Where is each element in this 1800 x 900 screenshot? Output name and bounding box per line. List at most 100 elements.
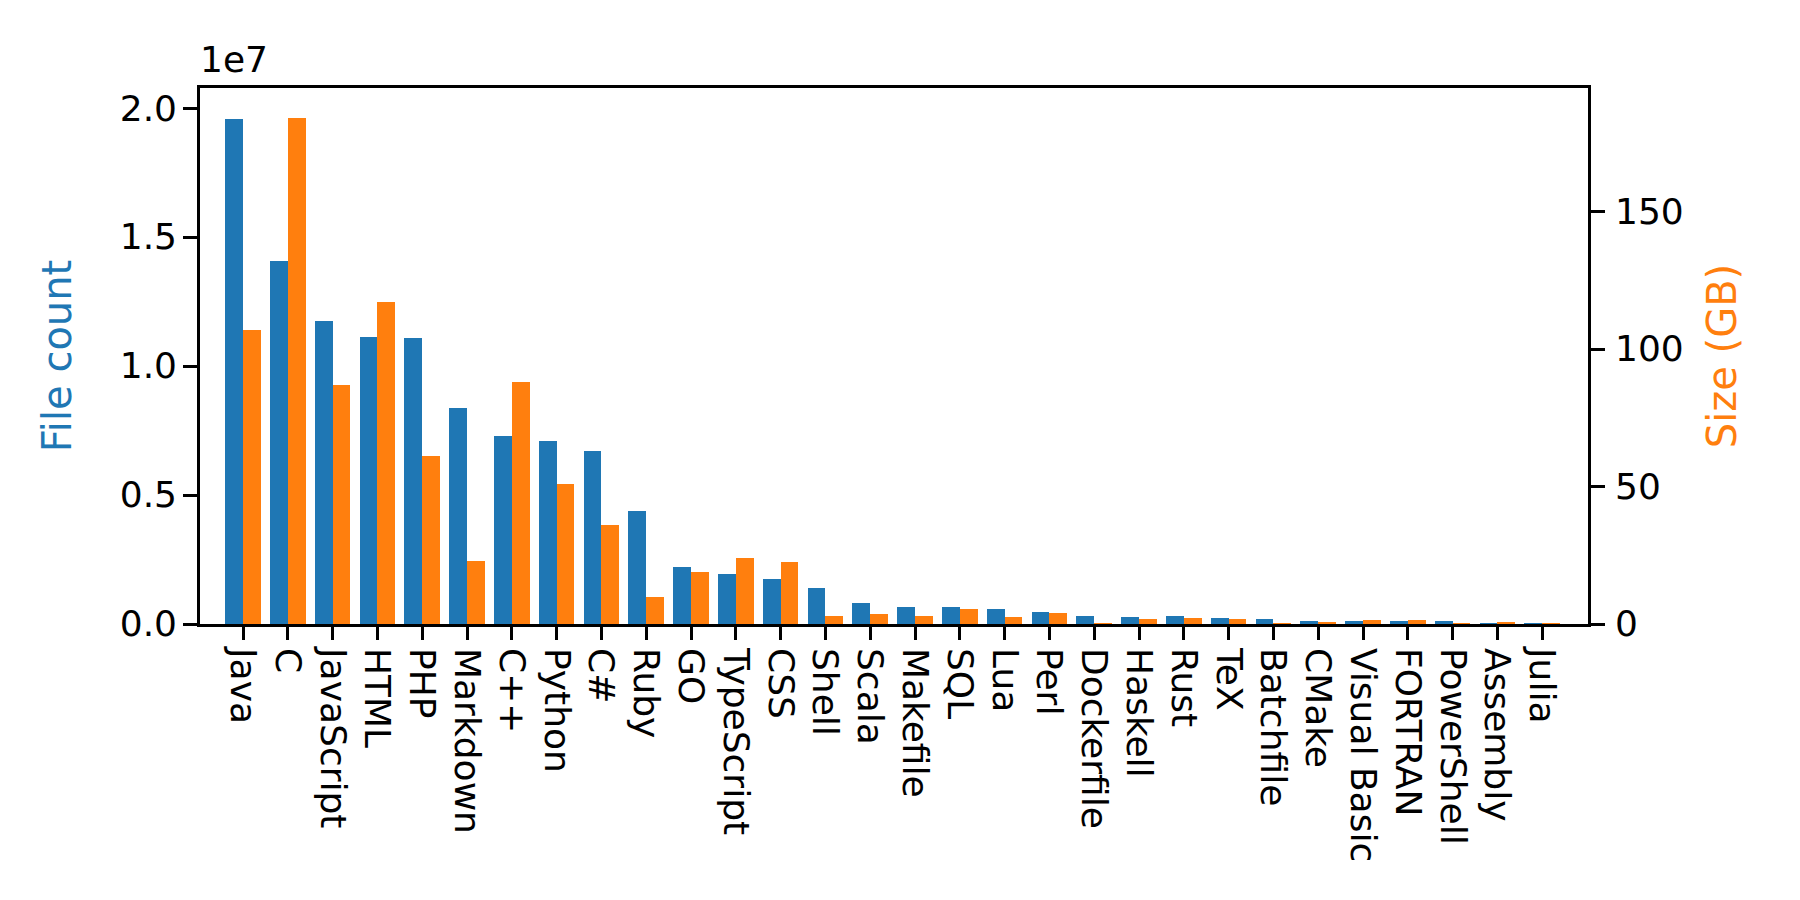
bar-file-count-html — [360, 337, 378, 624]
left-ytick-label-0.0: 0.0 — [120, 606, 177, 642]
xtick-label-sql: SQL — [942, 648, 978, 719]
bar-file-count-cmake — [1300, 621, 1318, 624]
bar-size-gb-batchfile — [1273, 623, 1291, 624]
right-ytick-label-50: 50 — [1615, 469, 1661, 505]
left-axis-label: File count — [37, 260, 77, 453]
left-ytick-1.0 — [183, 365, 197, 368]
right-ytick-label-0: 0 — [1615, 606, 1638, 642]
xtick-label-javascript: JavaScript — [315, 648, 351, 828]
bar-size-gb-powershell — [1453, 623, 1471, 624]
xtick-label-perl: Perl — [1031, 648, 1067, 715]
xtick-label-rust: Rust — [1166, 648, 1202, 727]
bar-size-gb-haskell — [1139, 619, 1157, 624]
bar-size-gb-makefile — [915, 616, 933, 624]
bar-file-count-markdown — [449, 408, 467, 624]
bar-size-gb-html — [377, 302, 395, 624]
bar-file-count-go — [673, 567, 691, 624]
bar-file-count-java — [225, 119, 243, 624]
chart-figure: 1e7 File count Size (GB) 0.00.51.01.52.0… — [0, 0, 1800, 900]
bar-file-count-fortran — [1390, 621, 1408, 624]
xtick-powershell — [1451, 627, 1454, 640]
bar-size-gb-dockerfile — [1094, 623, 1112, 624]
bar-size-gb-tex — [1229, 619, 1247, 624]
bar-file-count-batchfile — [1256, 619, 1274, 624]
bar-size-gb-typescript — [736, 558, 754, 624]
bar-size-gb-lua — [1005, 617, 1023, 624]
bar-size-gb-ruby — [646, 597, 664, 624]
bar-file-count-assembly — [1480, 623, 1498, 624]
xtick-shell — [824, 627, 827, 640]
xtick-batchfile — [1272, 627, 1275, 640]
xtick-c- — [600, 627, 603, 640]
bar-file-count-css — [763, 579, 781, 624]
bar-size-gb-scala — [870, 614, 888, 624]
xtick-label-tex: TeX — [1211, 648, 1247, 711]
bar-file-count-haskell — [1121, 617, 1139, 624]
xtick-dockerfile — [1093, 627, 1096, 640]
xtick-go — [690, 627, 693, 640]
bar-size-gb-markdown — [467, 561, 485, 624]
xtick-lua — [1003, 627, 1006, 640]
bar-file-count-visual-basic — [1345, 621, 1363, 624]
xtick-label-haskell: Haskell — [1121, 648, 1157, 778]
xtick-tex — [1227, 627, 1230, 640]
xtick-label-php: PHP — [404, 648, 440, 719]
bar-size-gb-cmake — [1318, 622, 1336, 624]
xtick-label-visual-basic: Visual Basic — [1345, 648, 1381, 862]
bar-size-gb-c- — [512, 382, 530, 624]
bar-file-count-c- — [494, 436, 512, 624]
bar-size-gb-php — [422, 456, 440, 624]
xtick-label-go: GO — [673, 648, 709, 704]
right-ytick-0 — [1591, 623, 1605, 626]
bar-file-count-makefile — [897, 607, 915, 624]
bar-file-count-tex — [1211, 618, 1229, 624]
xtick-rust — [1182, 627, 1185, 640]
xtick-label-batchfile: Batchfile — [1255, 648, 1291, 806]
bar-file-count-typescript — [718, 574, 736, 624]
bar-file-count-javascript — [315, 321, 333, 624]
bar-size-gb-javascript — [333, 385, 351, 624]
bar-file-count-c — [270, 261, 288, 624]
bar-file-count-php — [404, 338, 422, 624]
xtick-c — [286, 627, 289, 640]
xtick-java — [242, 627, 245, 640]
bar-size-gb-css — [781, 562, 799, 624]
xtick-css — [779, 627, 782, 640]
bar-file-count-rust — [1166, 616, 1184, 624]
bar-file-count-sql — [942, 607, 960, 624]
xtick-sql — [958, 627, 961, 640]
bar-size-gb-sql — [960, 609, 978, 624]
bar-size-gb-rust — [1184, 618, 1202, 624]
xtick-c- — [510, 627, 513, 640]
xtick-label-c-: C# — [583, 648, 619, 703]
xtick-python — [555, 627, 558, 640]
right-axis-label: Size (GB) — [1702, 264, 1742, 448]
left-ytick-label-1.5: 1.5 — [120, 219, 177, 255]
xtick-assembly — [1496, 627, 1499, 640]
right-ytick-150 — [1591, 210, 1605, 213]
bar-size-gb-c- — [601, 525, 619, 624]
xtick-label-dockerfile: Dockerfile — [1076, 648, 1112, 829]
xtick-markdown — [466, 627, 469, 640]
xtick-label-makefile: Makefile — [897, 648, 933, 798]
xtick-label-c-: C++ — [494, 648, 530, 733]
xtick-label-java: Java — [225, 648, 261, 724]
bar-size-gb-c — [288, 118, 306, 624]
xtick-cmake — [1317, 627, 1320, 640]
xtick-label-scala: Scala — [852, 648, 888, 745]
bar-file-count-powershell — [1435, 621, 1453, 624]
xtick-html — [376, 627, 379, 640]
bar-file-count-shell — [808, 588, 826, 624]
right-ytick-label-100: 100 — [1615, 331, 1684, 367]
xtick-scala — [869, 627, 872, 640]
xtick-label-cmake: CMake — [1300, 648, 1336, 768]
xtick-makefile — [914, 627, 917, 640]
xtick-label-julia: Julia — [1524, 648, 1560, 724]
bar-size-gb-perl — [1049, 613, 1067, 624]
bar-size-gb-shell — [825, 616, 843, 624]
bar-size-gb-java — [243, 330, 261, 624]
bar-size-gb-julia — [1542, 623, 1560, 624]
bar-file-count-scala — [852, 603, 870, 624]
bar-file-count-python — [539, 441, 557, 624]
right-ytick-100 — [1591, 348, 1605, 351]
